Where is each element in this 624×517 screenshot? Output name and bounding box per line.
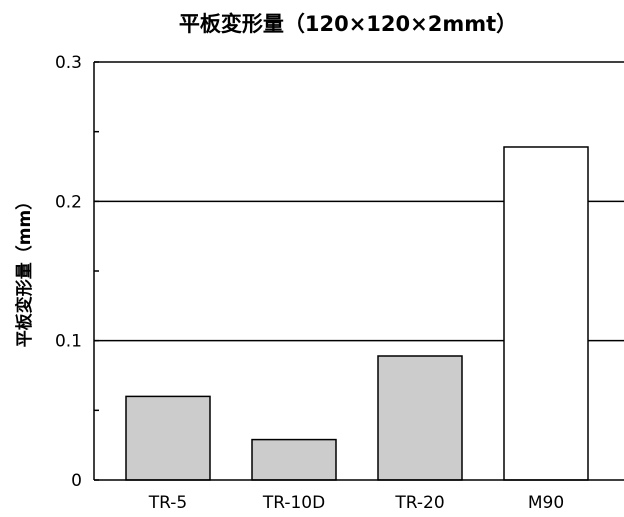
bar-m90 (503, 146, 589, 481)
y-ticks: 0 0.1 0.2 0.3 (55, 53, 99, 491)
x-tick-label: TR-10D (262, 493, 325, 513)
y-axis-label: 平板変形量（mm） (14, 193, 35, 347)
bar-tr-20 (377, 355, 463, 481)
bar-tr-10d (251, 438, 337, 481)
y-tick-label: 0.2 (55, 192, 82, 212)
y-tick-label: 0 (71, 471, 82, 491)
x-tick-label: M90 (528, 493, 564, 513)
x-tick-label: TR-20 (394, 493, 444, 513)
x-tick-labels: TR-5 TR-10D TR-20 M90 (148, 493, 564, 513)
x-tick-label: TR-5 (148, 493, 187, 513)
bars (125, 146, 589, 481)
y-tick-label: 0.3 (55, 53, 82, 73)
chart-title: 平板変形量（120×120×2mmt） (179, 12, 517, 36)
bar-tr-5 (125, 395, 211, 481)
y-tick-label: 0.1 (55, 332, 82, 352)
